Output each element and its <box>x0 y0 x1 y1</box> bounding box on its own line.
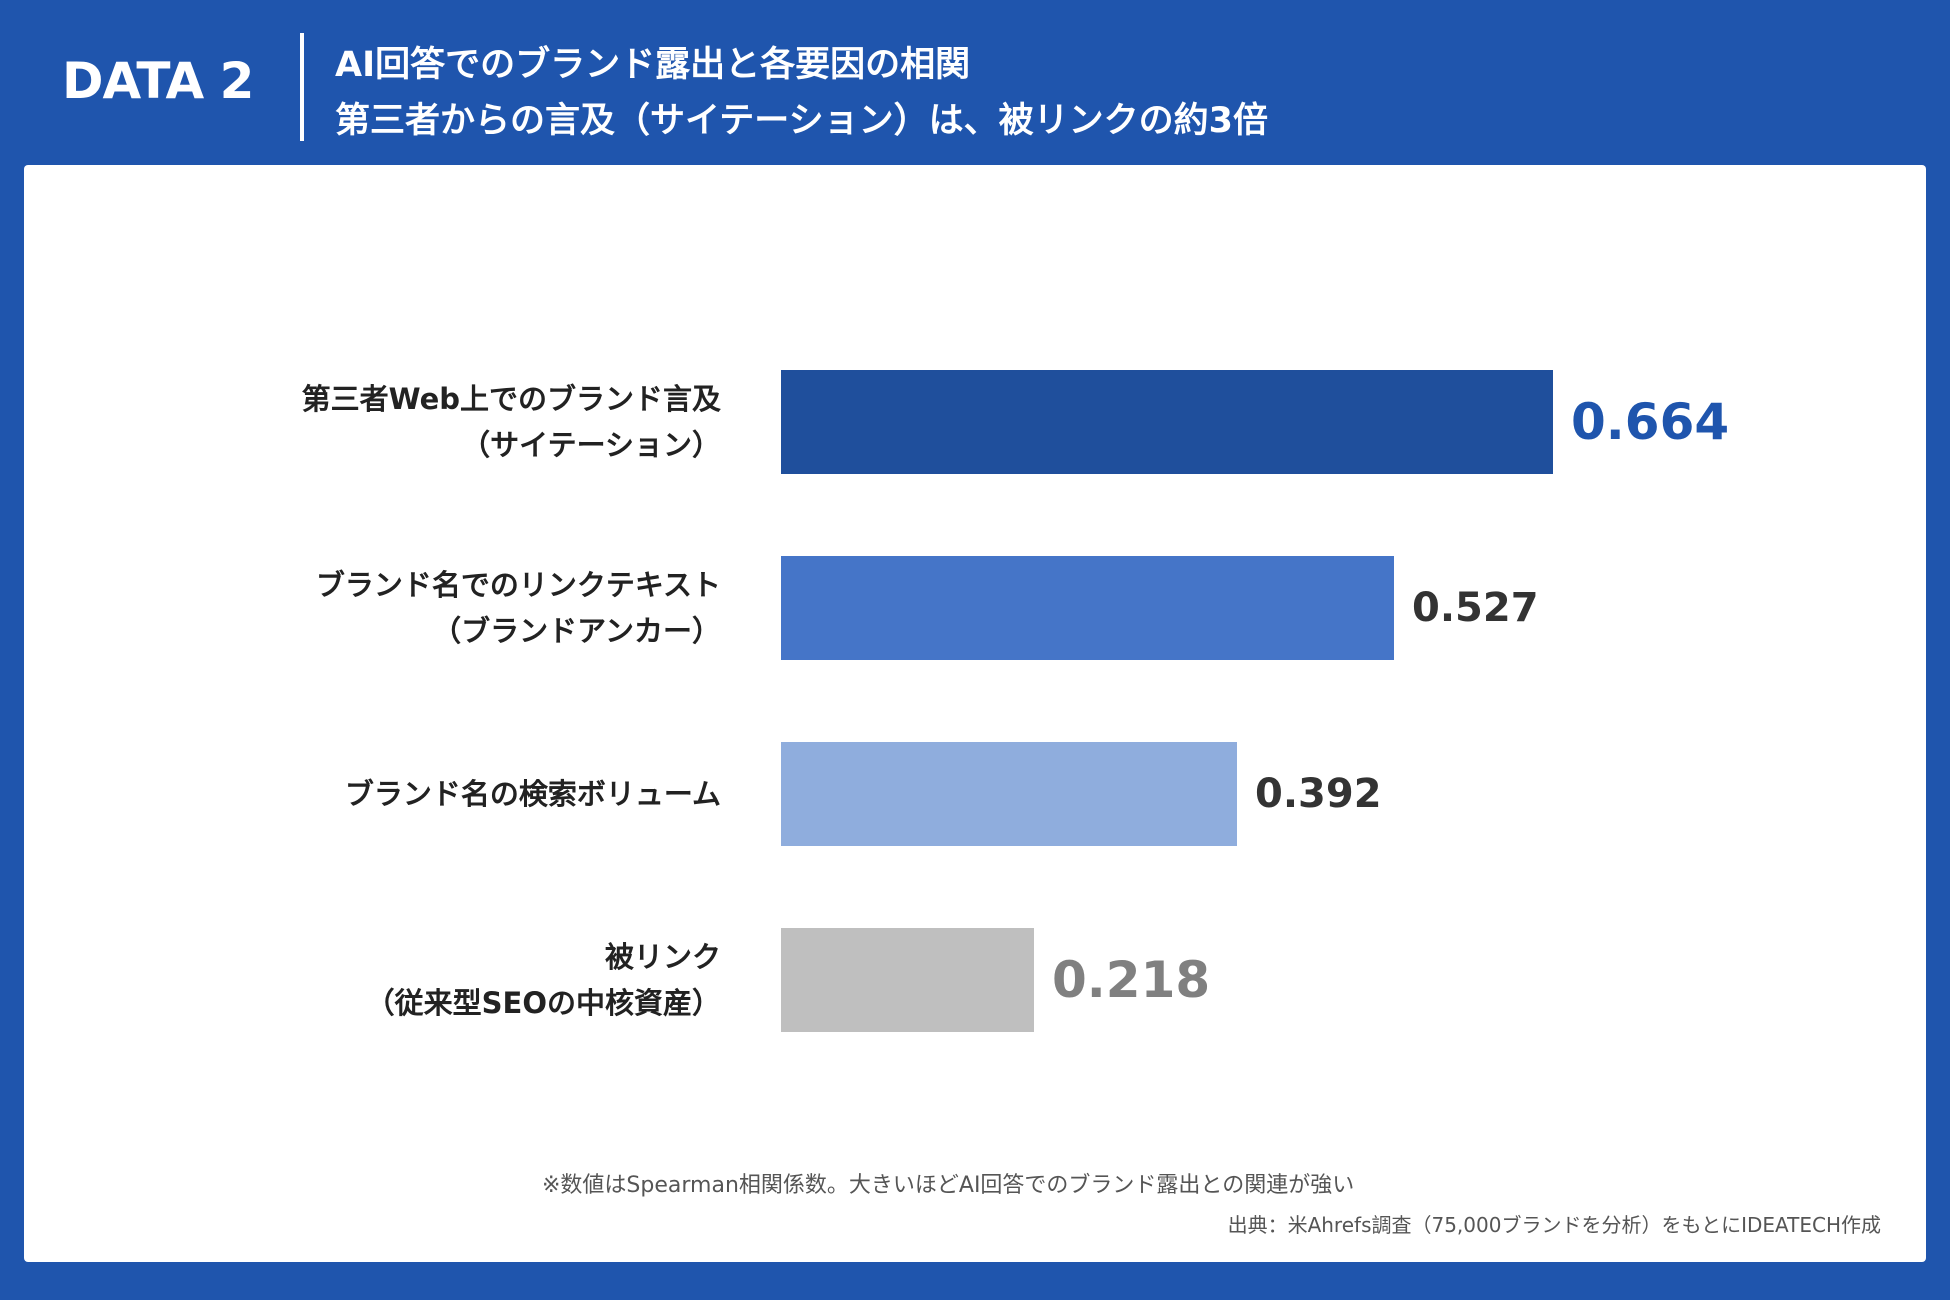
category-label-line: （ブランドアンカー） <box>432 614 721 648</box>
category-label-1: 第三者Web上でのブランド言及 （サイテーション） <box>161 376 721 468</box>
value-label-3: 0.392 <box>1255 771 1382 817</box>
category-label-line: ブランド名でのリンクテキスト <box>315 568 721 602</box>
chart-panel: 0.664 第三者Web上でのブランド言及 （サイテーション） 0.527 ブランド名で… <box>24 165 1926 1262</box>
category-label-line: ブランド名の検索ボリューム <box>344 777 721 811</box>
bar-4 <box>781 928 1034 1032</box>
data-tag: DATA 2 <box>62 52 254 110</box>
category-label-2: ブランド名でのリンクテキスト （ブランドアンカー） <box>161 562 721 654</box>
category-label-line: 第三者Web上でのブランド言及 <box>301 382 721 416</box>
chart-title: AI回答でのブランド露出と各要因の相関 <box>335 45 971 85</box>
value-label-1: 0.664 <box>1571 393 1730 451</box>
value-label-2: 0.527 <box>1412 585 1539 631</box>
footnote: ※数値はSpearman相関係数。大きいほどAI回答でのブランド露出との関連が強… <box>542 1173 1355 1198</box>
header: DATA 2 AI回答でのブランド露出と各要因の相関 第三者からの言及（サイテー… <box>0 0 1950 165</box>
bar-1 <box>781 370 1553 474</box>
bar-2 <box>781 556 1394 660</box>
category-label-line: （従来型SEOの中核資産） <box>365 986 721 1020</box>
category-label-line: 被リンク <box>604 940 721 974</box>
category-label-3: ブランド名の検索ボリューム <box>161 771 721 817</box>
source-credit: 出典：米Ahrefs調査（75,000ブランドを分析）をもとにIDEATECH作… <box>1227 1213 1881 1237</box>
value-label-4: 0.218 <box>1052 951 1211 1009</box>
category-label-4: 被リンク （従来型SEOの中核資産） <box>161 934 721 1026</box>
header-divider <box>300 33 304 141</box>
chart-subtitle: 第三者からの言及（サイテーション）は、被リンクの約3倍 <box>335 101 1268 141</box>
category-label-line: （サイテーション） <box>461 428 721 462</box>
bar-3 <box>781 742 1237 846</box>
